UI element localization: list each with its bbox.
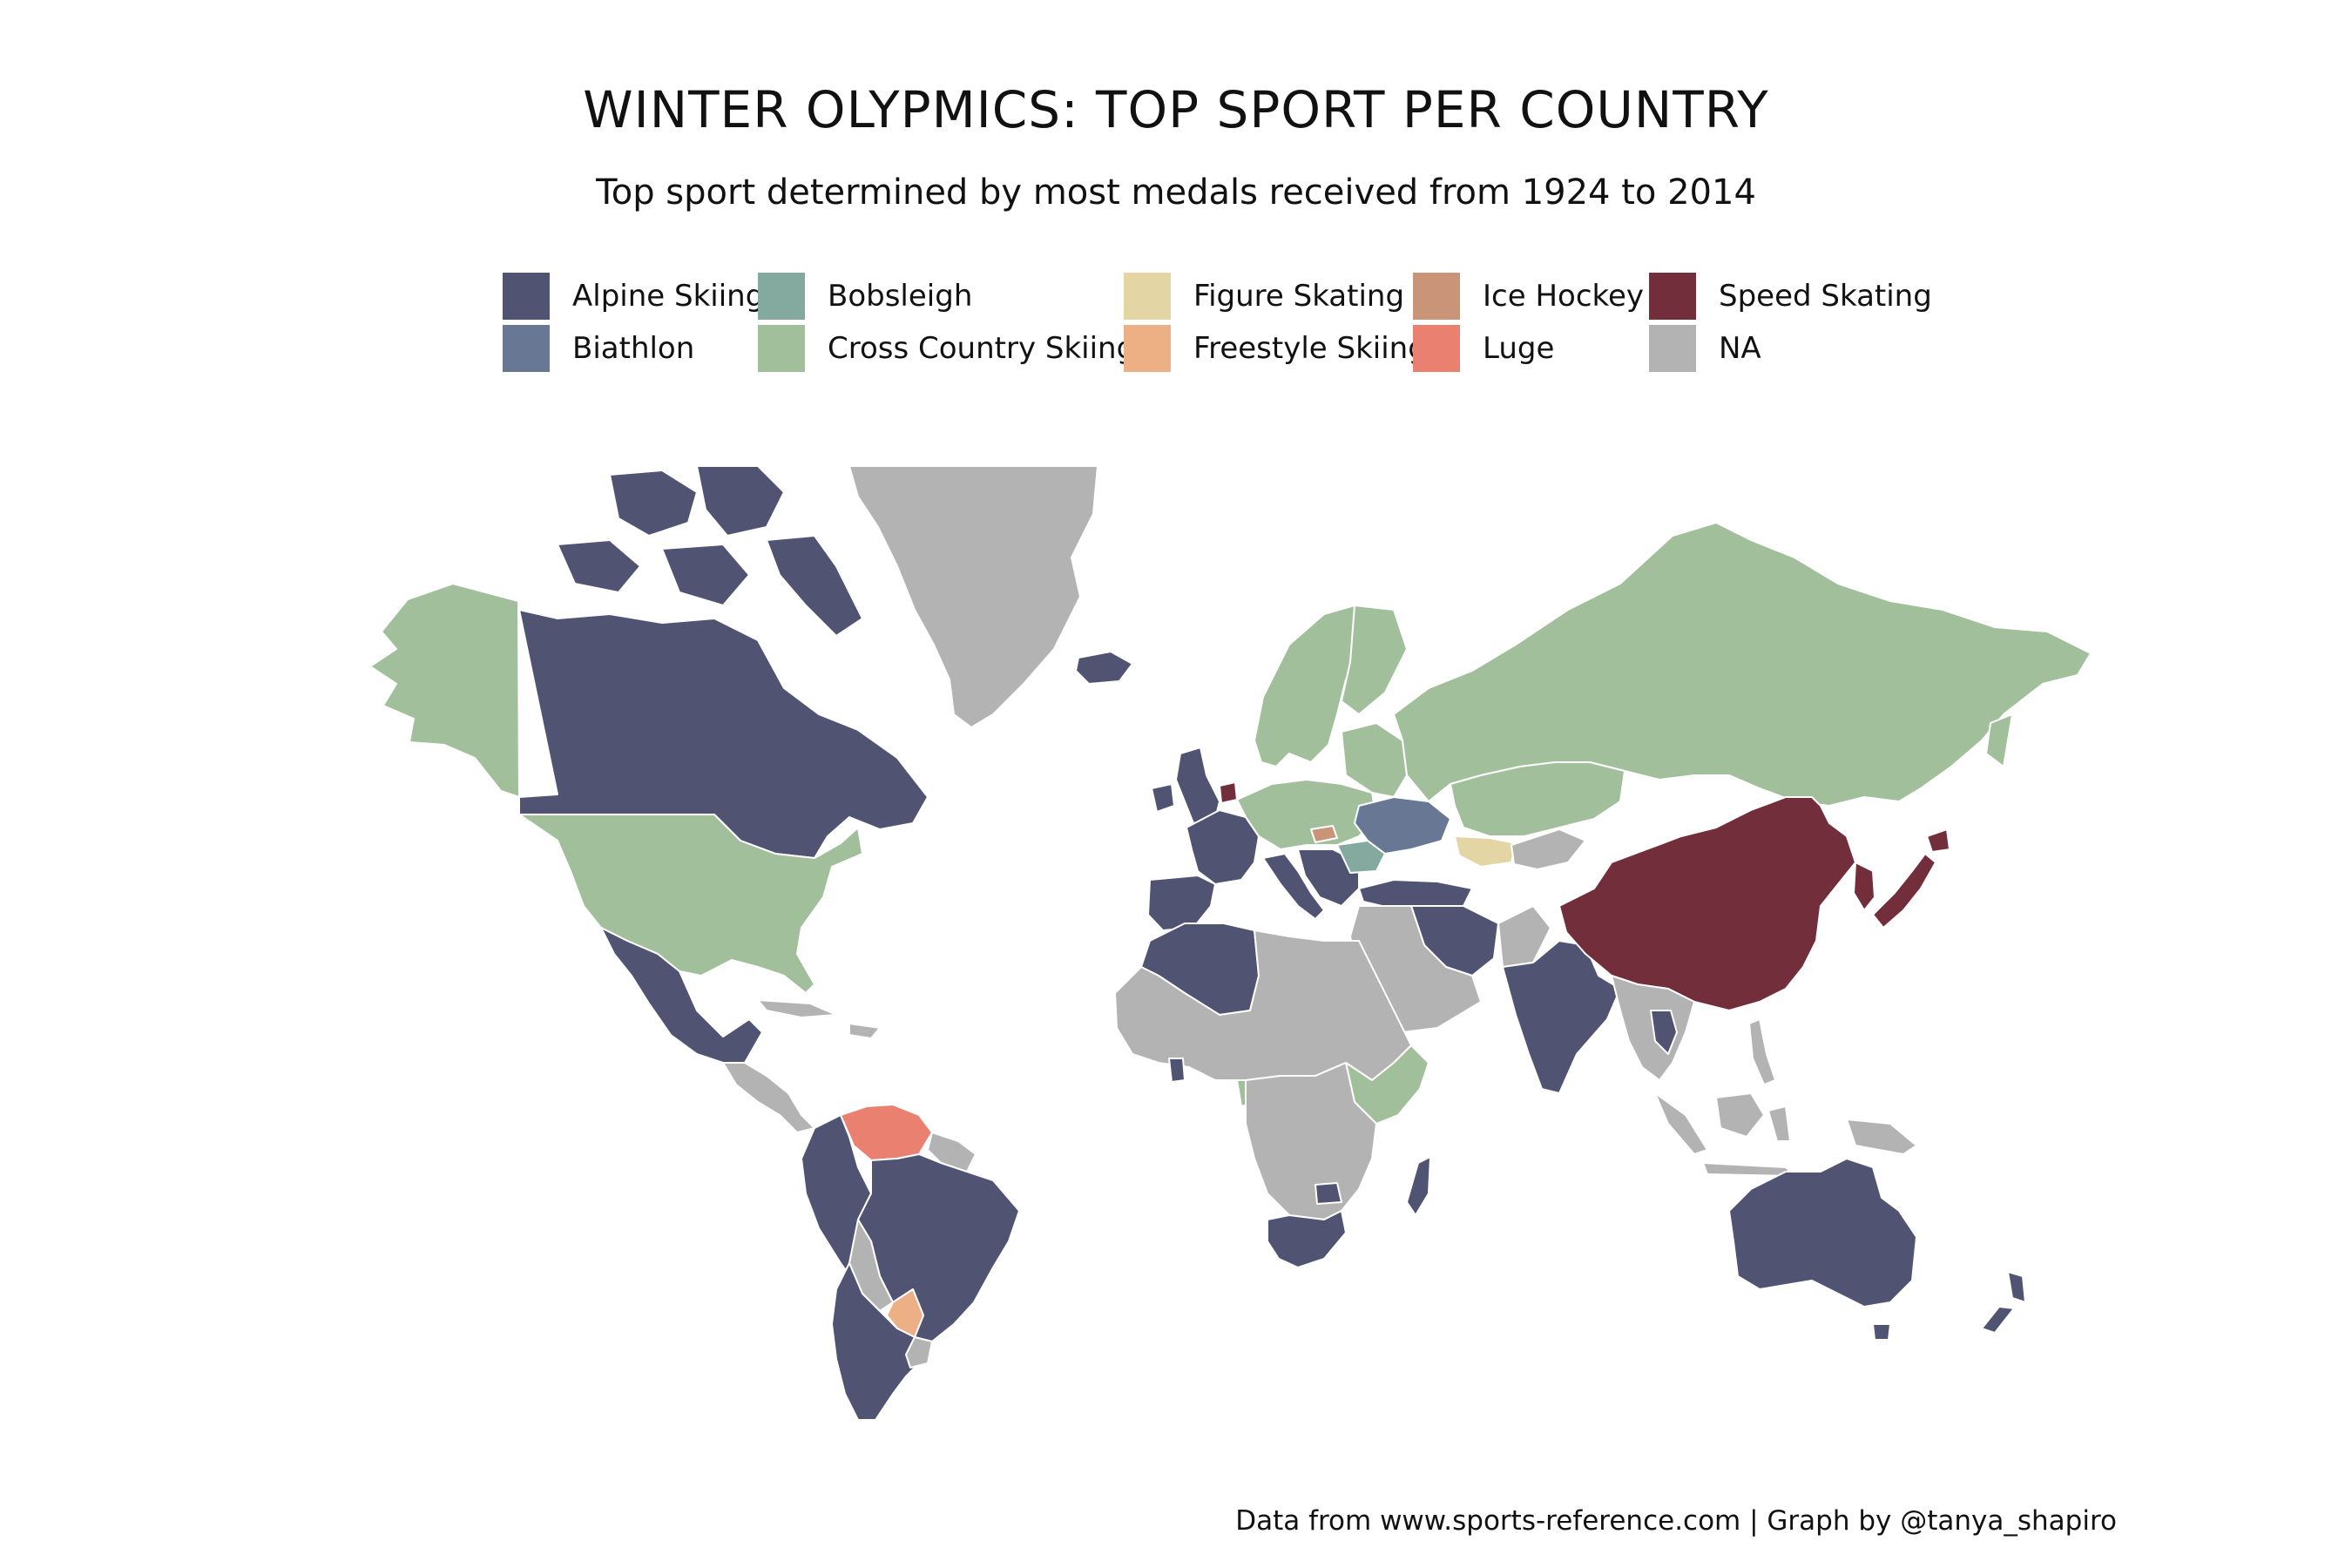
legend-swatch xyxy=(758,325,805,372)
region-canada xyxy=(557,539,641,593)
region-middle-east xyxy=(1511,828,1586,870)
region-australia xyxy=(1872,1323,1891,1341)
region-united-kingdom xyxy=(1151,783,1175,813)
legend-label: Cross Country Skiing xyxy=(828,331,1136,366)
legend-item-biathlon: Biathlon xyxy=(503,324,694,373)
region-france xyxy=(1186,809,1260,885)
region-kazakhstan xyxy=(1450,761,1625,837)
legend-label: Speed Skating xyxy=(1719,279,1932,314)
legend-swatch xyxy=(503,325,550,372)
region-indonesia xyxy=(1715,1092,1765,1138)
legend-label: NA xyxy=(1719,331,1761,366)
legend-item-bobsleigh: Bobsleigh xyxy=(758,272,972,321)
region-indonesia xyxy=(1767,1105,1791,1142)
region-russia xyxy=(1985,713,2013,767)
region-russia xyxy=(1393,522,2092,807)
legend-swatch xyxy=(1124,325,1171,372)
region-uruguay xyxy=(905,1336,933,1369)
region-japan xyxy=(1872,853,1936,929)
legend-item-na: NA xyxy=(1649,324,1761,373)
region-korea xyxy=(1853,862,1876,911)
chart-subtitle: Top sport determined by most medals rece… xyxy=(596,172,1756,213)
legend-item-luge: Luge xyxy=(1413,324,1554,373)
region-central-africa xyxy=(1245,1062,1377,1220)
region-romania xyxy=(1336,840,1386,874)
legend-item-speed-skating: Speed Skating xyxy=(1649,272,1932,321)
region-united-kingdom xyxy=(1175,747,1220,824)
region-balkans xyxy=(1297,848,1360,907)
region-canada xyxy=(696,465,785,537)
region-north-africa xyxy=(1114,929,1412,1081)
region-canada xyxy=(766,535,863,637)
region-indonesia xyxy=(1846,1119,1917,1155)
region-central-europe xyxy=(1341,722,1408,798)
region-greenland xyxy=(848,465,1098,728)
legend-swatch xyxy=(1649,325,1696,372)
region-argentina xyxy=(831,1262,924,1420)
legend: Alpine Skiing Biathlon Bobsleigh Cross C… xyxy=(0,268,2352,382)
legend-swatch xyxy=(503,273,550,320)
legend-label: Alpine Skiing xyxy=(572,279,765,314)
region-japan xyxy=(1926,828,1950,853)
legend-swatch xyxy=(1413,273,1460,320)
region-central-america xyxy=(757,999,837,1018)
region-madagascar xyxy=(1406,1156,1431,1216)
region-new-zealand xyxy=(1981,1306,2015,1334)
region-india xyxy=(1502,940,1621,1094)
region-central-europe xyxy=(1236,779,1377,850)
region-scandinavia xyxy=(1341,605,1408,715)
caption: Data from www.sports-reference.com | Gra… xyxy=(1235,1505,2117,1537)
region-southeast-asia xyxy=(1748,1018,1776,1085)
legend-swatch xyxy=(1649,273,1696,320)
region-alaska xyxy=(369,583,520,798)
legend-item-figure-skating: Figure Skating xyxy=(1124,272,1404,321)
region-iceland xyxy=(1075,651,1133,685)
region-south-africa xyxy=(1267,1210,1347,1268)
legend-item-alpine: Alpine Skiing xyxy=(503,272,764,321)
region-morocco-algeria xyxy=(1168,1058,1186,1083)
region-new-zealand xyxy=(2007,1271,2026,1303)
legend-swatch xyxy=(758,273,805,320)
region-thailand xyxy=(1650,1010,1678,1055)
region-italy xyxy=(1262,853,1325,920)
region-spain xyxy=(1147,875,1216,931)
region-central-america xyxy=(848,1023,881,1039)
world-map xyxy=(369,465,2092,1420)
chart-title: WINTER OLYPMICS: TOP SPORT PER COUNTRY xyxy=(583,80,1769,139)
legend-label: Luge xyxy=(1483,331,1555,366)
legend-item-ice-hockey: Ice Hockey xyxy=(1413,272,1644,321)
legend-swatch xyxy=(1413,325,1460,372)
legend-label: Figure Skating xyxy=(1193,279,1405,314)
region-netherlands xyxy=(1219,781,1238,804)
legend-item-freestyle: Freestyle Skiing xyxy=(1124,324,1427,373)
region-south-africa xyxy=(1315,1182,1342,1205)
region-canada xyxy=(661,544,750,606)
region-uzbekistan xyxy=(1454,835,1517,868)
region-venezuela xyxy=(840,1104,933,1161)
legend-label: Bobsleigh xyxy=(828,279,973,314)
region-indonesia xyxy=(1654,1092,1708,1155)
legend-swatch xyxy=(1124,273,1171,320)
region-central-america xyxy=(722,1062,815,1133)
region-slovakia xyxy=(1310,825,1338,843)
legend-label: Biathlon xyxy=(572,331,695,366)
region-canada xyxy=(609,470,698,537)
legend-item-cross-country: Cross Country Skiing xyxy=(758,324,1135,373)
region-ukraine xyxy=(1354,796,1451,855)
legend-label: Freestyle Skiing xyxy=(1193,331,1427,366)
region-mexico xyxy=(600,927,763,1064)
legend-label: Ice Hockey xyxy=(1483,279,1645,314)
region-middle-east xyxy=(1497,905,1551,968)
region-australia xyxy=(1728,1158,1917,1308)
